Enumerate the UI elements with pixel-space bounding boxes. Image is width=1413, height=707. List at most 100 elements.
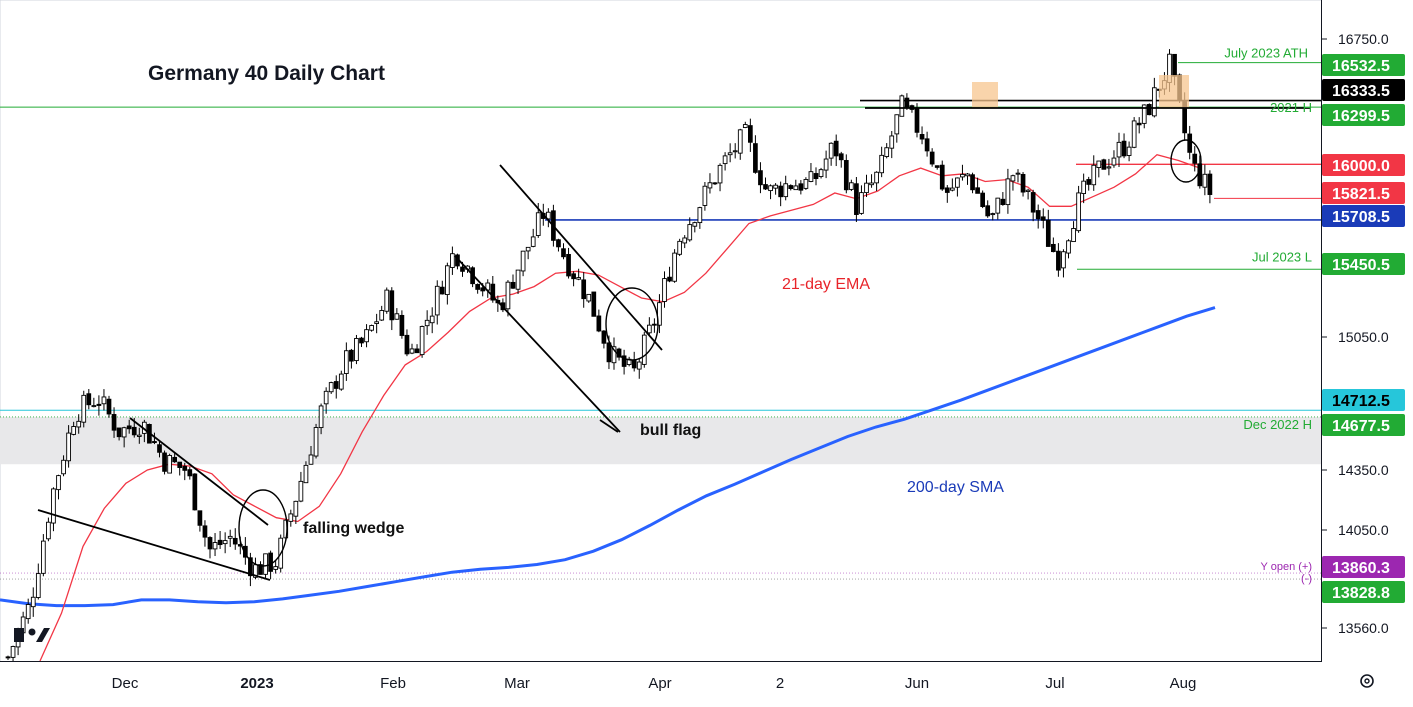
price-label-box xyxy=(1322,182,1405,204)
time-axis-panel xyxy=(0,661,1413,702)
candle-body xyxy=(126,425,132,430)
price-label-box xyxy=(1322,104,1405,126)
candle-body xyxy=(1081,180,1086,195)
price-label-text: 13860.3 xyxy=(1332,560,1390,577)
candle-body xyxy=(419,326,425,356)
candle-body xyxy=(864,182,869,194)
candle-body xyxy=(81,394,87,423)
candle-body xyxy=(510,281,516,289)
candle-body xyxy=(46,521,51,540)
flag-upper-trendline xyxy=(499,164,663,351)
price-label-text: 13828.8 xyxy=(1332,585,1390,602)
price-label-text: 16000.0 xyxy=(1332,158,1390,175)
candle-body xyxy=(101,396,107,405)
candle-body xyxy=(692,222,698,227)
time-axis-label: 2 xyxy=(776,675,784,692)
candle-body xyxy=(788,185,794,189)
candle-body xyxy=(1050,243,1056,253)
candle-body xyxy=(313,427,319,457)
candle-body xyxy=(490,283,496,301)
candle-body xyxy=(131,426,137,436)
sma200-line xyxy=(0,306,1216,608)
candle-body xyxy=(1101,159,1107,170)
candle-body xyxy=(515,269,521,290)
candle-body xyxy=(677,240,682,255)
candle-body xyxy=(1192,153,1198,164)
highlight-box xyxy=(1159,75,1189,108)
candle-body xyxy=(975,187,980,194)
price-label-box xyxy=(1322,253,1405,275)
candle-body xyxy=(96,403,102,406)
candle-body xyxy=(399,314,405,336)
candle-body xyxy=(76,420,82,428)
candle-body xyxy=(914,108,920,133)
candle-body xyxy=(763,184,768,190)
candle-body xyxy=(773,184,778,189)
candle-body xyxy=(86,393,92,406)
candle-body xyxy=(409,348,415,354)
price-tick-label: 14050.0 xyxy=(1338,522,1389,538)
candle-body xyxy=(263,553,268,575)
candle-body xyxy=(1000,198,1006,206)
candle-body xyxy=(818,169,824,178)
candle-body xyxy=(1106,166,1112,169)
candle-body xyxy=(561,248,566,258)
time-axis-label: Apr xyxy=(648,675,671,692)
candle-body xyxy=(258,564,263,575)
candle-body xyxy=(939,164,945,190)
candle-body xyxy=(293,500,299,517)
candle-body xyxy=(1172,53,1177,77)
candle-body xyxy=(682,237,688,244)
candle-body xyxy=(904,97,910,108)
candle-body xyxy=(535,212,541,236)
candle-body xyxy=(1086,179,1092,185)
candle-body xyxy=(1187,133,1193,153)
candle-body xyxy=(1207,173,1213,195)
candle-body xyxy=(1126,146,1132,156)
candle-body xyxy=(717,164,723,184)
wedge-breakout-circle xyxy=(238,489,288,567)
candle-body xyxy=(520,250,526,272)
candle-body xyxy=(61,459,66,475)
candle-body xyxy=(1015,172,1021,175)
candle-body xyxy=(934,165,940,168)
candle-body xyxy=(803,179,809,189)
candle-body xyxy=(212,542,218,550)
candle-body xyxy=(768,185,773,192)
candle-body xyxy=(732,150,738,153)
candle-body xyxy=(475,284,480,290)
level-text-label: Y open (+) xyxy=(1261,561,1312,573)
level-text-label: (-) xyxy=(1301,573,1312,585)
candle-body xyxy=(1076,192,1081,232)
settings-gear-center-icon xyxy=(1364,678,1370,684)
candle-body xyxy=(414,348,420,354)
candle-body xyxy=(1010,175,1016,182)
candle-body xyxy=(30,596,36,608)
candle-body xyxy=(1151,87,1157,117)
candle-body xyxy=(460,266,465,272)
candle-body xyxy=(232,537,238,545)
level-text-label: Dec 2022 H xyxy=(1243,417,1312,432)
candle-body xyxy=(1146,104,1152,116)
candle-body xyxy=(687,224,693,241)
candle-body xyxy=(647,324,652,334)
price-label-box xyxy=(1322,389,1405,411)
candle-body xyxy=(1020,173,1026,193)
candle-body xyxy=(601,330,607,344)
price-label-text: 14677.5 xyxy=(1332,418,1390,435)
time-axis-label: 2023 xyxy=(240,675,273,692)
candle-body xyxy=(389,290,395,321)
candle-body xyxy=(333,381,339,389)
candle-body xyxy=(758,170,763,186)
candle-body xyxy=(10,646,16,658)
candle-body xyxy=(480,287,486,292)
candle-body xyxy=(303,464,309,484)
candle-body xyxy=(742,124,748,128)
flag-breakout-circle xyxy=(605,287,659,361)
candle-body xyxy=(854,183,859,215)
candle-body xyxy=(970,174,975,191)
annotation-label: falling wedge xyxy=(303,520,404,537)
candle-body xyxy=(652,323,657,326)
candle-body xyxy=(722,155,728,165)
